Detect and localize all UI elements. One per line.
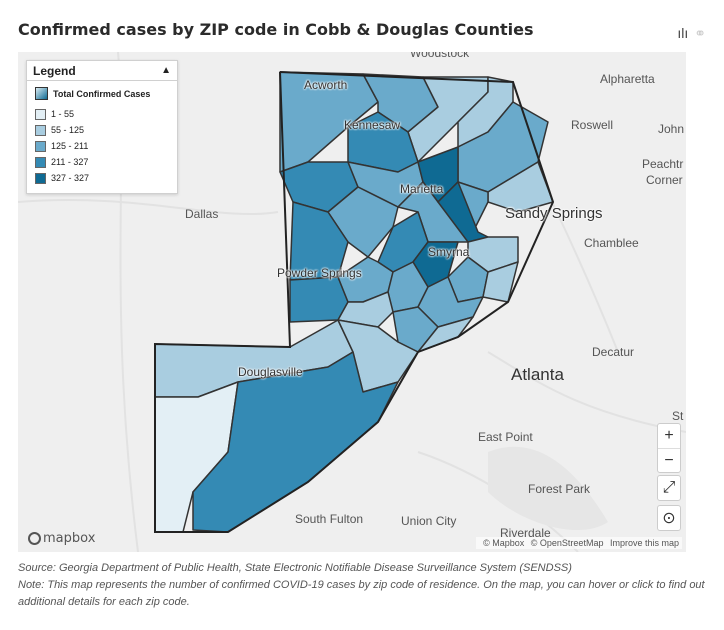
- city-label-marietta: Marietta: [400, 182, 444, 196]
- city-label-decatur: Decatur: [592, 345, 635, 359]
- zip-region[interactable]: [289, 276, 349, 323]
- mapbox-circle-icon: [28, 532, 41, 545]
- link-icon[interactable]: ⚭: [694, 25, 706, 41]
- city-label-corners: Corner: [646, 173, 683, 187]
- attribution-mapbox-link[interactable]: © Mapbox: [483, 538, 525, 548]
- terrain-patch: [488, 446, 608, 531]
- city-label-union-city: Union City: [401, 514, 457, 528]
- city-label-atlanta: Atlanta: [511, 365, 564, 384]
- city-label-douglasville: Douglasville: [238, 365, 303, 379]
- fullscreen-control: ⤢: [657, 475, 681, 501]
- city-label-sandy-springs: Sandy Springs: [505, 205, 603, 222]
- map-container[interactable]: Woodstock Alpharetta Roswell John Peacht…: [18, 52, 686, 552]
- description-note: Note: This map represents the number of …: [18, 579, 705, 608]
- collapse-triangle-icon[interactable]: ▲: [161, 65, 171, 76]
- legend-swatch: [35, 108, 46, 120]
- mapbox-logo[interactable]: mapbox: [28, 531, 95, 546]
- city-label-chamblee: Chamblee: [584, 236, 639, 250]
- legend-header[interactable]: Legend ▲: [27, 61, 177, 81]
- bar-chart-icon[interactable]: ılı: [677, 25, 689, 41]
- chart-title: Confirmed cases by ZIP code in Cobb & Do…: [18, 20, 534, 39]
- footnotes: Source: Georgia Department of Public Hea…: [18, 560, 708, 611]
- legend-title: Legend: [33, 63, 76, 78]
- geolocate-control: ⊙: [657, 505, 681, 531]
- city-label-st: St: [672, 409, 684, 423]
- city-label-south-fulton: South Fulton: [295, 512, 364, 526]
- legend-swatch: [35, 156, 46, 168]
- douglas-county: [154, 319, 419, 533]
- city-label-johns: John: [658, 122, 685, 136]
- attribution-osm-link[interactable]: © OpenStreetMap: [530, 538, 604, 548]
- fullscreen-icon[interactable]: ⤢: [662, 479, 676, 496]
- zoom-in-button[interactable]: +: [664, 427, 674, 444]
- top-toolbar: ılı ⚭: [677, 25, 706, 42]
- city-label-dallas: Dallas: [185, 207, 219, 221]
- zoom-out-button[interactable]: −: [658, 448, 680, 472]
- city-label-woodstock: Woodstock: [410, 52, 470, 60]
- legend-swatch: [35, 140, 46, 152]
- source-note: Source: Georgia Department of Public Hea…: [18, 562, 572, 574]
- cobb-county: [279, 71, 554, 353]
- locate-icon[interactable]: ⊙: [662, 510, 676, 527]
- legend-item-label: 125 - 211: [51, 141, 89, 151]
- city-label-east-point: East Point: [478, 430, 533, 444]
- legend-item: 125 - 211: [35, 138, 169, 154]
- legend-body: Total Confirmed Cases 1 - 55 55 - 125 12…: [27, 81, 177, 193]
- improve-map-link[interactable]: Improve this map: [609, 538, 679, 548]
- legend-swatch: [35, 172, 46, 184]
- legend-field: Total Confirmed Cases: [35, 87, 169, 100]
- mapbox-logo-text: mapbox: [43, 531, 96, 546]
- legend-item-label: 327 - 327: [51, 173, 90, 183]
- city-label-roswell: Roswell: [571, 118, 614, 132]
- city-label-alpharetta: Alpharetta: [600, 72, 655, 86]
- legend-item: 55 - 125: [35, 122, 169, 138]
- city-label-acworth: Acworth: [304, 78, 348, 92]
- city-label-forest-park: Forest Park: [528, 482, 591, 496]
- gradient-swatch-icon: [35, 87, 48, 100]
- city-label-kennesaw: Kennesaw: [344, 118, 401, 132]
- legend-item: 327 - 327: [35, 170, 169, 186]
- city-label-powder-springs: Powder Springs: [277, 266, 362, 280]
- city-label-peachtree: Peachtr: [642, 157, 684, 171]
- map-attribution: © Mapbox © OpenStreetMap Improve this ma…: [476, 537, 682, 549]
- legend-item-label: 211 - 327: [51, 157, 89, 167]
- legend-item-label: 55 - 125: [51, 125, 85, 135]
- legend-item-label: 1 - 55: [51, 109, 75, 119]
- zoom-controls: + −: [657, 423, 681, 473]
- zip-region[interactable]: [289, 201, 349, 281]
- zip-region[interactable]: [437, 181, 489, 243]
- legend-panel: Legend ▲ Total Confirmed Cases 1 - 55 55…: [26, 60, 178, 194]
- map-canvas[interactable]: [18, 52, 686, 552]
- legend-item: 211 - 327: [35, 154, 169, 170]
- city-label-riverdale: Riverdale: [500, 526, 551, 540]
- legend-item: 1 - 55: [35, 106, 169, 122]
- city-label-smyrna: Smyrna: [428, 245, 470, 259]
- legend-swatch: [35, 124, 46, 136]
- legend-field-label: Total Confirmed Cases: [53, 88, 151, 99]
- county-outline: [154, 71, 555, 533]
